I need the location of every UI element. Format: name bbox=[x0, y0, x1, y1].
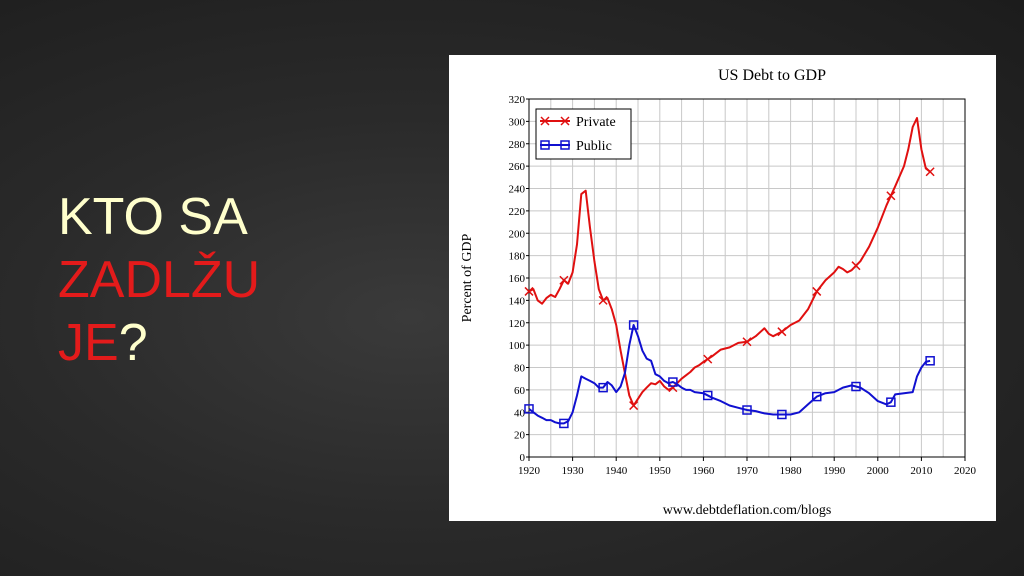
legend-box bbox=[535, 108, 632, 160]
legend-label-private: Private bbox=[576, 115, 616, 130]
y-tick-label: 200 bbox=[509, 228, 526, 240]
point-marker-public bbox=[628, 320, 639, 330]
point-marker-private bbox=[629, 401, 639, 411]
series-line-public bbox=[528, 324, 931, 425]
y-tick-label: 0 bbox=[520, 452, 526, 464]
slide-title: KTO SA ZADLŽU JE? bbox=[58, 186, 260, 375]
x-tick-label: 1990 bbox=[823, 465, 846, 477]
x-tick-label: 1920 bbox=[518, 465, 541, 477]
point-marker-public bbox=[812, 391, 822, 402]
y-tick-label: 140 bbox=[509, 295, 526, 307]
series-line-private bbox=[528, 117, 931, 407]
chart-title: US Debt to GDP bbox=[718, 67, 826, 84]
x-tick-label: 1940 bbox=[605, 465, 628, 477]
y-tick-label: 180 bbox=[509, 251, 526, 263]
x-tick-label: 1950 bbox=[649, 465, 672, 477]
point-marker-private bbox=[851, 261, 861, 271]
y-tick-label: 160 bbox=[509, 273, 526, 285]
legend-marker bbox=[540, 116, 550, 126]
debt-chart: 0 20 40 60 80 100 120 140 160 180 200 220 240 260 280 3… bbox=[460, 67, 977, 518]
point-marker-private bbox=[559, 275, 569, 285]
legend-label-public: Public bbox=[576, 139, 612, 154]
y-tick-label: 120 bbox=[509, 318, 526, 330]
point-marker-private bbox=[777, 327, 787, 337]
chart-source: www.debtdeflation.com/blogs bbox=[663, 503, 832, 518]
y-tick-label: 80 bbox=[514, 363, 526, 375]
title-line-3: JE? bbox=[58, 312, 260, 375]
x-tick-label: 2000 bbox=[867, 465, 890, 477]
point-marker-private bbox=[886, 191, 896, 201]
point-marker-private bbox=[668, 383, 678, 393]
point-marker-public bbox=[886, 397, 896, 407]
point-marker-public bbox=[524, 404, 534, 414]
title-line-3-mark: ? bbox=[118, 314, 148, 372]
y-tick-label: 240 bbox=[509, 184, 526, 196]
title-line-2: ZADLŽU bbox=[58, 251, 261, 309]
y-tick-label: 100 bbox=[509, 340, 526, 352]
point-marker-private bbox=[703, 354, 713, 364]
y-tick-label: 20 bbox=[514, 430, 526, 442]
x-tick-label: 1960 bbox=[692, 465, 715, 477]
point-marker-private bbox=[598, 295, 608, 305]
legend-marker bbox=[560, 116, 570, 126]
y-tick-label: 60 bbox=[514, 385, 526, 397]
x-tick-label: 1980 bbox=[780, 465, 803, 477]
chart-panel: 0 20 40 60 80 100 120 140 160 180 200 220 240 260 280 3… bbox=[449, 55, 996, 521]
y-tick-label: 220 bbox=[509, 206, 526, 218]
y-tick-label: 280 bbox=[509, 139, 526, 151]
x-tick-label: 1970 bbox=[736, 465, 759, 477]
y-tick-label: 300 bbox=[509, 116, 526, 128]
x-tick-label: 2020 bbox=[954, 465, 977, 477]
point-marker-public bbox=[703, 390, 713, 401]
point-marker-public bbox=[598, 382, 608, 393]
point-marker-private bbox=[524, 286, 534, 296]
point-marker-public bbox=[851, 381, 861, 392]
title-line-1: KTO SA bbox=[58, 188, 248, 246]
y-tick-label: 320 bbox=[509, 94, 526, 106]
legend-marker bbox=[560, 140, 570, 150]
y-axis-label: Percent of GDP bbox=[460, 233, 475, 322]
point-marker-public bbox=[925, 356, 935, 366]
point-marker-private bbox=[812, 286, 822, 296]
y-tick-label: 40 bbox=[514, 407, 526, 419]
x-tick-label: 1930 bbox=[562, 465, 585, 477]
point-marker-public bbox=[559, 418, 569, 429]
point-marker-public bbox=[668, 377, 678, 387]
x-tick-label: 2010 bbox=[910, 465, 933, 477]
point-marker-public bbox=[777, 409, 787, 420]
legend-marker bbox=[540, 140, 550, 150]
point-marker-private bbox=[742, 337, 752, 347]
y-tick-label: 260 bbox=[509, 161, 526, 173]
point-marker-private bbox=[925, 167, 935, 177]
title-line-3-red: JE bbox=[58, 314, 119, 372]
point-marker-public bbox=[742, 405, 752, 415]
